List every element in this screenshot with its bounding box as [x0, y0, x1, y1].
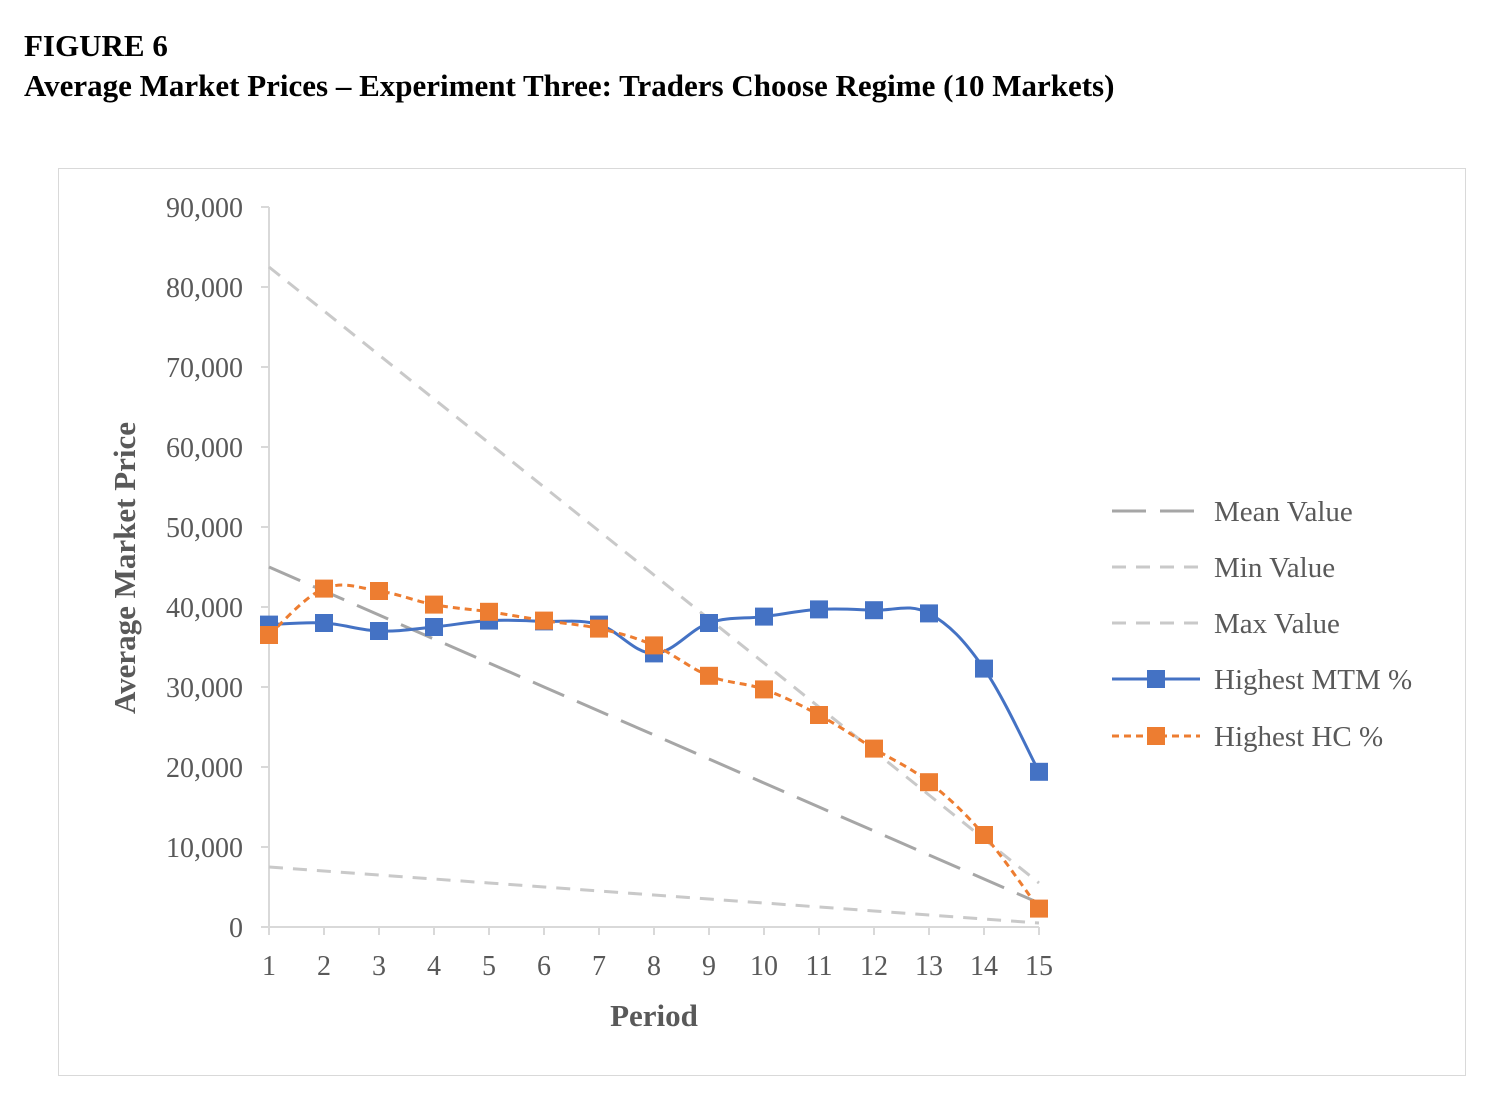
- figure-label: FIGURE 6: [24, 28, 168, 63]
- data-point-highest-hc: [700, 666, 718, 685]
- y-tick-label: 20,000: [166, 753, 243, 784]
- legend-label-highest-hc: Highest HC %: [1214, 721, 1383, 753]
- x-tick-label: 7: [592, 951, 606, 982]
- y-tick-label: 10,000: [166, 833, 243, 864]
- data-point-highest-hc: [425, 595, 443, 614]
- series-markers: [260, 579, 1048, 918]
- x-tick-label: 12: [860, 951, 888, 982]
- data-point-highest-mtm: [315, 614, 333, 632]
- legend-label-mean-value: Mean Value: [1214, 496, 1353, 528]
- x-tick-label: 13: [915, 951, 943, 982]
- series-line-highest-hc: [268, 583, 1041, 910]
- x-tick-label: 6: [537, 951, 551, 982]
- data-point-highest-hc: [535, 611, 553, 630]
- data-point-highest-mtm: [370, 622, 388, 640]
- legend-marker-highest-hc: [1147, 727, 1165, 745]
- data-point-highest-mtm: [920, 604, 938, 623]
- data-point-highest-hc: [920, 773, 938, 792]
- x-tick-label: 4: [427, 951, 441, 982]
- data-point-highest-mtm: [1030, 762, 1048, 781]
- data-point-highest-hc: [810, 706, 828, 724]
- legend-marker-highest-mtm: [1147, 670, 1165, 688]
- x-tick-label: 2: [317, 951, 331, 982]
- data-point-highest-hc: [865, 739, 883, 758]
- data-point-highest-mtm: [975, 659, 993, 678]
- y-tick-label: 70,000: [166, 353, 243, 384]
- data-point-highest-mtm: [425, 618, 443, 636]
- x-tick-label: 5: [482, 951, 496, 982]
- data-point-highest-mtm: [810, 600, 828, 619]
- y-tick-label: 40,000: [166, 593, 243, 624]
- x-tick-label: 9: [702, 951, 716, 982]
- y-tick-label: 30,000: [166, 673, 243, 704]
- legend-label-highest-mtm: Highest MTM %: [1214, 664, 1412, 696]
- data-point-highest-mtm: [865, 601, 883, 620]
- data-point-highest-hc: [755, 680, 773, 699]
- data-point-highest-hc: [370, 582, 388, 600]
- x-tick-label: 8: [647, 951, 661, 982]
- x-axis-title: Period: [610, 998, 698, 1033]
- y-tick-label: 0: [229, 913, 243, 944]
- x-tick-label: 14: [970, 951, 998, 982]
- y-tick-label: 50,000: [166, 513, 243, 544]
- y-tick-label: 90,000: [166, 193, 243, 224]
- data-point-highest-hc: [480, 602, 498, 621]
- figure-title: Average Market Prices – Experiment Three…: [24, 68, 1115, 103]
- legend-label-max-value: Max Value: [1214, 608, 1340, 640]
- data-point-highest-mtm: [700, 614, 718, 632]
- data-point-highest-mtm: [755, 607, 773, 626]
- series-line-min-value: [268, 865, 1040, 925]
- series-line-max-value: [268, 265, 1040, 885]
- data-point-highest-hc: [315, 579, 333, 598]
- chart-legend: Mean Value Min Value Max Value Highest MTM …: [1112, 496, 1412, 753]
- x-tick-label: 15: [1025, 951, 1053, 982]
- data-point-highest-hc: [645, 636, 663, 655]
- chart-axes: 0 10,000 20,000 30,000 40,000 50,000 60,000 70,…: [166, 193, 1053, 982]
- legend-label-min-value: Min Value: [1214, 552, 1335, 584]
- x-tick-label: 3: [372, 951, 386, 982]
- x-tick-label: 10: [750, 951, 778, 982]
- data-point-highest-hc: [260, 626, 278, 644]
- y-tick-label: 60,000: [166, 433, 243, 464]
- data-point-highest-hc: [975, 826, 993, 844]
- y-tick-label: 80,000: [166, 273, 243, 304]
- x-tick-label: 11: [806, 951, 833, 982]
- x-tick-label: 1: [262, 951, 276, 982]
- data-point-highest-hc: [590, 619, 608, 638]
- data-point-highest-hc: [1030, 899, 1048, 918]
- y-axis-title: Average Market Price: [107, 422, 142, 714]
- series-line-mean-value: [268, 565, 1040, 905]
